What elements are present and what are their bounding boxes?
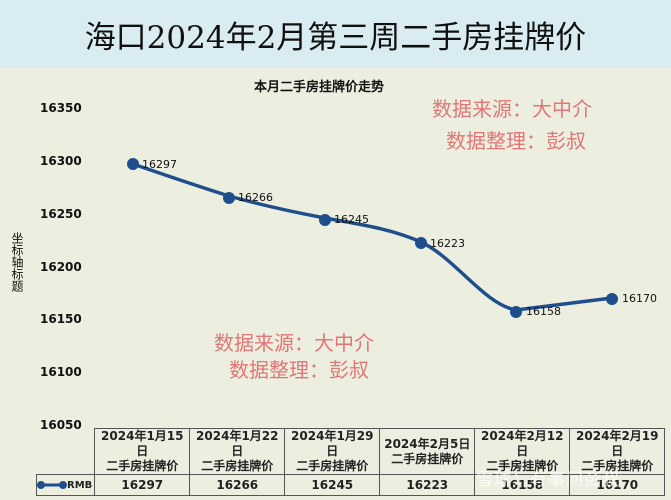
data-label: 16266 — [238, 191, 273, 204]
chart-title: 本月二手房挂牌价走势 — [254, 80, 385, 95]
data-label: 16297 — [142, 158, 177, 171]
table-header-cell: 2024年1月29日 二手房挂牌价 — [284, 428, 381, 475]
data-table: 2024年1月15日 二手房挂牌价 2024年1月22日 二手房挂牌价 2024年1… — [35, 428, 666, 496]
table-cell: 16170 — [569, 474, 666, 496]
data-point — [127, 158, 139, 170]
legend-label: RMB — [67, 479, 93, 491]
watermark-source-lower: 数据来源：大中介 — [214, 331, 374, 355]
data-label: 16245 — [334, 213, 369, 226]
y-tick: 16300 — [40, 154, 82, 168]
platform-watermark: 雪球：有事问彭叔 — [476, 470, 620, 490]
legend-line-marker-icon — [37, 481, 67, 489]
table-cell: 16266 — [189, 474, 286, 496]
y-tick: 16100 — [40, 365, 82, 379]
table-cell: 16158 — [474, 474, 571, 496]
table-header-cell: 2024年2月19日 二手房挂牌价 — [569, 428, 666, 475]
table-header-row: 2024年1月15日 二手房挂牌价 2024年1月22日 二手房挂牌价 2024年1… — [37, 428, 666, 475]
data-point — [415, 237, 427, 249]
watermark-author: 数据整理：彭叔 — [446, 129, 586, 153]
table-cell: 16245 — [284, 474, 381, 496]
table-header-cell: 2024年1月22日 二手房挂牌价 — [189, 428, 286, 475]
table-header-cell: 2024年1月15日 二手房挂牌价 — [94, 428, 191, 475]
y-tick: 16200 — [40, 260, 82, 274]
table-cell: 16223 — [379, 474, 476, 496]
y-tick: 16150 — [40, 312, 82, 326]
table-header-cell: 2024年2月5日 二手房挂牌价 — [379, 428, 476, 475]
data-label: 16158 — [526, 305, 561, 318]
y-tick: 16250 — [40, 207, 82, 221]
title-banner: 海口2024年2月第三周二手房挂牌价 — [0, 0, 671, 68]
y-axis-title: 坐标轴标题 — [10, 232, 24, 292]
data-point — [223, 192, 235, 204]
data-point — [606, 293, 618, 305]
page-title: 海口2024年2月第三周二手房挂牌价 — [84, 19, 587, 56]
data-label: 16223 — [430, 237, 465, 250]
data-point — [319, 214, 331, 226]
y-tick: 16350 — [40, 101, 82, 115]
data-point — [510, 306, 522, 318]
y-tick: 16050 — [40, 418, 82, 432]
watermark-author-lower: 数据整理：彭叔 — [229, 358, 369, 382]
data-label: 16170 — [622, 292, 657, 305]
table-row: RMB 16297 16266 16245 16223 16158 16170 — [35, 474, 666, 496]
table-cell: 16297 — [94, 474, 191, 496]
watermark-source: 数据来源：大中介 — [432, 97, 592, 121]
legend-cell: RMB — [35, 474, 96, 496]
